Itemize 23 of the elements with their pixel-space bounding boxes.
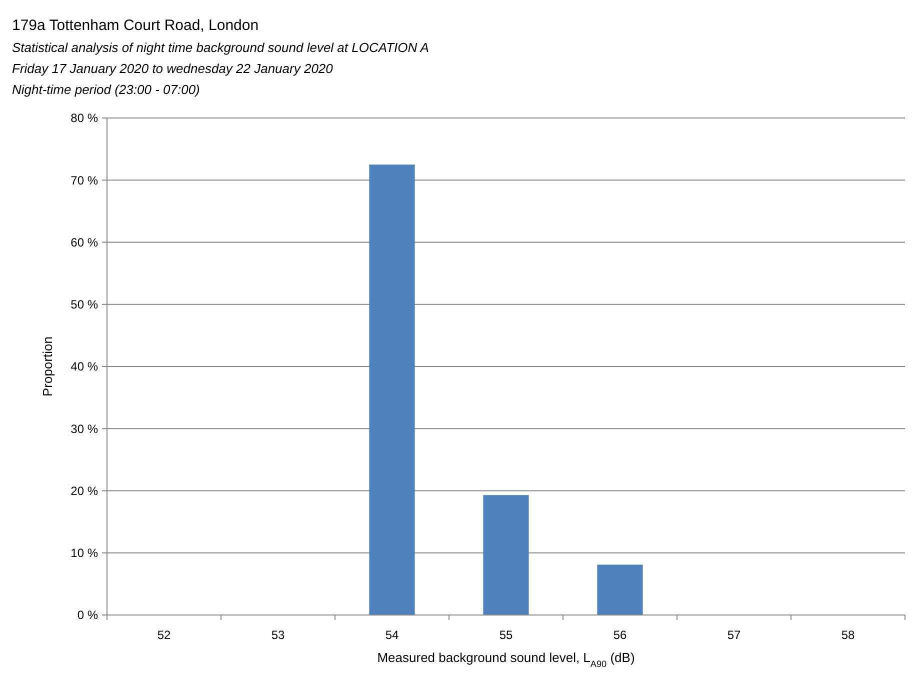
y-tick-label: 20 %	[70, 484, 98, 498]
x-tick-label: 57	[727, 628, 741, 642]
x-tick-label: 52	[157, 628, 171, 642]
y-axis-title: Proportion	[40, 336, 55, 396]
y-tick-label: 70 %	[70, 173, 98, 188]
x-tick-label: 55	[499, 628, 513, 642]
x-tick-label: 53	[271, 628, 285, 642]
chart-subtitle: Statistical analysis of night time background sound level at LOCATION A Friday 17 January 2020 to wednesday 22 January 2020 Night-time period (23:00 - 07:00)	[12, 40, 429, 97]
y-tick-label: 30 %	[70, 422, 98, 436]
x-tick-label: 54	[385, 628, 399, 642]
y-tick-label: 60 %	[70, 235, 98, 250]
x-axis-title: Measured background sound level, L$_{A90}$ (dB)	[377, 650, 635, 669]
bar	[369, 164, 415, 615]
y-tick-label: 10 %	[70, 546, 98, 560]
bar	[597, 564, 643, 615]
y-tick-label: 50 %	[70, 298, 98, 312]
x-tick-label: 56	[613, 628, 627, 642]
chart-title: 179a Tottenham Court Road, London	[12, 17, 259, 34]
y-tick-label: 0 %	[77, 608, 98, 622]
y-tick-label: 80 %	[70, 111, 98, 126]
bar	[483, 495, 529, 615]
y-tick-label: 40 %	[70, 360, 98, 374]
x-tick-label: 58	[841, 628, 855, 642]
